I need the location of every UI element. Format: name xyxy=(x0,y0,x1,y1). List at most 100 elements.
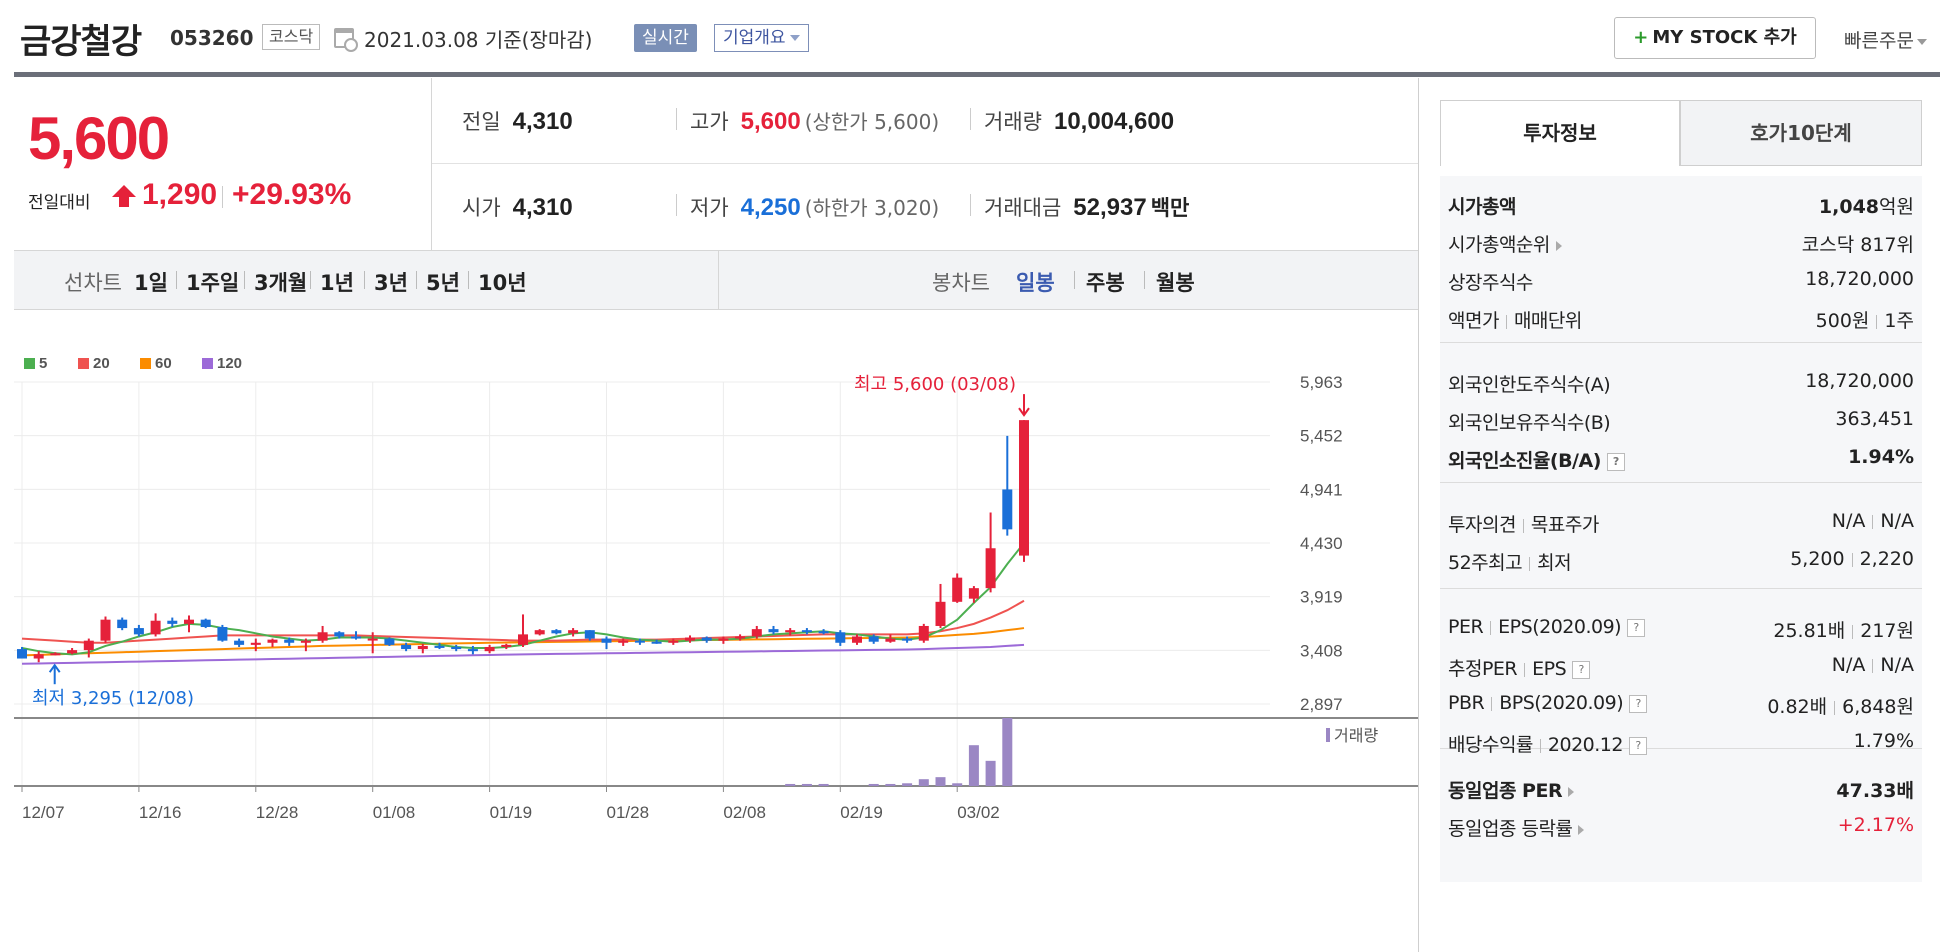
tab-order-book[interactable]: 호가10단계 xyxy=(1680,100,1922,166)
candle-body[interactable] xyxy=(217,627,228,641)
candle-body[interactable] xyxy=(818,631,829,634)
candle-body[interactable] xyxy=(451,646,462,650)
volume-bar[interactable] xyxy=(785,783,796,786)
period-3y[interactable]: 3년 xyxy=(374,271,408,295)
candle-body[interactable] xyxy=(952,577,963,602)
my-stock-add-button[interactable]: + MY STOCK 추가 xyxy=(1614,17,1816,59)
volume-bar[interactable] xyxy=(918,779,929,786)
volume-bar[interactable] xyxy=(968,745,979,786)
help-icon[interactable]: ? xyxy=(1572,660,1591,679)
candle-body[interactable] xyxy=(417,645,428,650)
candle-body[interactable] xyxy=(133,628,144,635)
candle-body[interactable] xyxy=(885,638,896,642)
candle-body[interactable] xyxy=(768,629,779,633)
volume-bar[interactable] xyxy=(801,783,812,786)
candle-body[interactable] xyxy=(434,645,445,648)
chevron-right-icon[interactable] xyxy=(1578,824,1585,835)
period-weekly[interactable]: 주봉 xyxy=(1086,271,1125,295)
candle-body[interactable] xyxy=(685,637,695,641)
tab-invest-info[interactable]: 투자정보 xyxy=(1440,100,1680,166)
candle-body[interactable] xyxy=(467,649,478,652)
chevron-right-icon[interactable] xyxy=(1555,240,1562,251)
volume-bar[interactable] xyxy=(818,783,829,786)
quick-order-button[interactable]: 빠른주문 xyxy=(1844,26,1927,53)
realtime-button[interactable]: 실시간 xyxy=(634,24,697,52)
chevron-right-icon[interactable] xyxy=(1568,786,1575,797)
candle-body[interactable] xyxy=(384,638,395,645)
candle-body[interactable] xyxy=(33,654,44,659)
candle-body[interactable] xyxy=(551,630,562,634)
candle-body[interactable] xyxy=(484,646,495,652)
period-3m[interactable]: 3개월 xyxy=(254,271,308,295)
candle-body[interactable] xyxy=(17,649,27,659)
candle-body[interactable] xyxy=(918,625,929,641)
candle-body[interactable] xyxy=(651,641,662,644)
candle-body[interactable] xyxy=(234,640,245,645)
candle-body[interactable] xyxy=(985,548,996,589)
help-icon[interactable]: ? xyxy=(1628,736,1647,755)
candle-body[interactable] xyxy=(501,644,512,647)
candle-body[interactable] xyxy=(250,642,261,645)
divider xyxy=(416,271,417,289)
candle-body[interactable] xyxy=(267,639,278,643)
candle-body[interactable] xyxy=(1002,489,1013,530)
candlestick-chart-svg[interactable]: 5,963 5,452 4,941 4,430 3,919 3,408 2,897 12/07… xyxy=(0,310,1418,952)
candle-body[interactable] xyxy=(935,601,946,626)
volume-bar[interactable] xyxy=(868,783,879,786)
candle-body[interactable] xyxy=(300,640,311,643)
volume-bar[interactable] xyxy=(985,760,996,786)
volume-bar[interactable] xyxy=(902,783,913,786)
candle-body[interactable] xyxy=(785,630,796,633)
candle-body[interactable] xyxy=(83,640,94,651)
candle-body[interactable] xyxy=(751,629,762,637)
candle-body[interactable] xyxy=(701,637,712,641)
period-daily[interactable]: 일봉 xyxy=(1016,271,1055,295)
volume-bar[interactable] xyxy=(885,783,896,786)
candle-body[interactable] xyxy=(718,638,729,641)
candle-body[interactable] xyxy=(100,619,111,641)
candle-body[interactable] xyxy=(284,639,295,643)
candle-body[interactable] xyxy=(184,619,194,624)
candle-body[interactable] xyxy=(534,630,545,635)
candle-body[interactable] xyxy=(902,638,913,641)
period-1y[interactable]: 1년 xyxy=(320,271,354,295)
candle-body[interactable] xyxy=(835,632,846,643)
help-icon[interactable]: ? xyxy=(1606,452,1625,471)
candle-body[interactable] xyxy=(634,640,645,643)
company-overview-button[interactable]: 기업개요 xyxy=(714,24,809,52)
candle-body[interactable] xyxy=(1019,420,1029,556)
candle-body[interactable] xyxy=(117,619,128,629)
candle-body[interactable] xyxy=(367,638,378,641)
candle-body[interactable] xyxy=(334,632,345,637)
period-5y[interactable]: 5년 xyxy=(426,271,460,295)
period-monthly[interactable]: 월봉 xyxy=(1156,271,1195,295)
candle-body[interactable] xyxy=(317,632,328,641)
help-icon[interactable]: ? xyxy=(1627,618,1646,637)
candle-body[interactable] xyxy=(67,650,78,654)
candle-body[interactable] xyxy=(601,638,612,643)
candle-body[interactable] xyxy=(518,634,528,645)
candle-body[interactable] xyxy=(584,630,595,639)
candle-body[interactable] xyxy=(801,630,812,633)
candle-body[interactable] xyxy=(868,636,879,642)
candle-body[interactable] xyxy=(200,619,211,628)
candle-body[interactable] xyxy=(968,588,979,599)
candle-body[interactable] xyxy=(568,630,579,634)
volume-bar[interactable] xyxy=(952,783,963,786)
candle-body[interactable] xyxy=(852,636,862,643)
period-1w[interactable]: 1주일 xyxy=(186,271,240,295)
volume-bar[interactable] xyxy=(935,777,946,786)
help-icon[interactable]: ? xyxy=(1629,694,1648,713)
volume-bar[interactable] xyxy=(1002,718,1013,786)
candle-body[interactable] xyxy=(167,620,178,624)
candle-body[interactable] xyxy=(50,653,61,656)
candle-body[interactable] xyxy=(351,636,361,639)
price-chart[interactable]: 5,963 5,452 4,941 4,430 3,919 3,408 2,897 12/07… xyxy=(0,310,1418,952)
period-1d[interactable]: 1일 xyxy=(134,271,168,295)
candle-body[interactable] xyxy=(668,640,679,643)
candle-body[interactable] xyxy=(401,644,412,650)
candle-body[interactable] xyxy=(150,620,161,635)
candle-body[interactable] xyxy=(735,636,746,639)
candle-body[interactable] xyxy=(618,640,629,643)
period-10y[interactable]: 10년 xyxy=(478,271,527,295)
